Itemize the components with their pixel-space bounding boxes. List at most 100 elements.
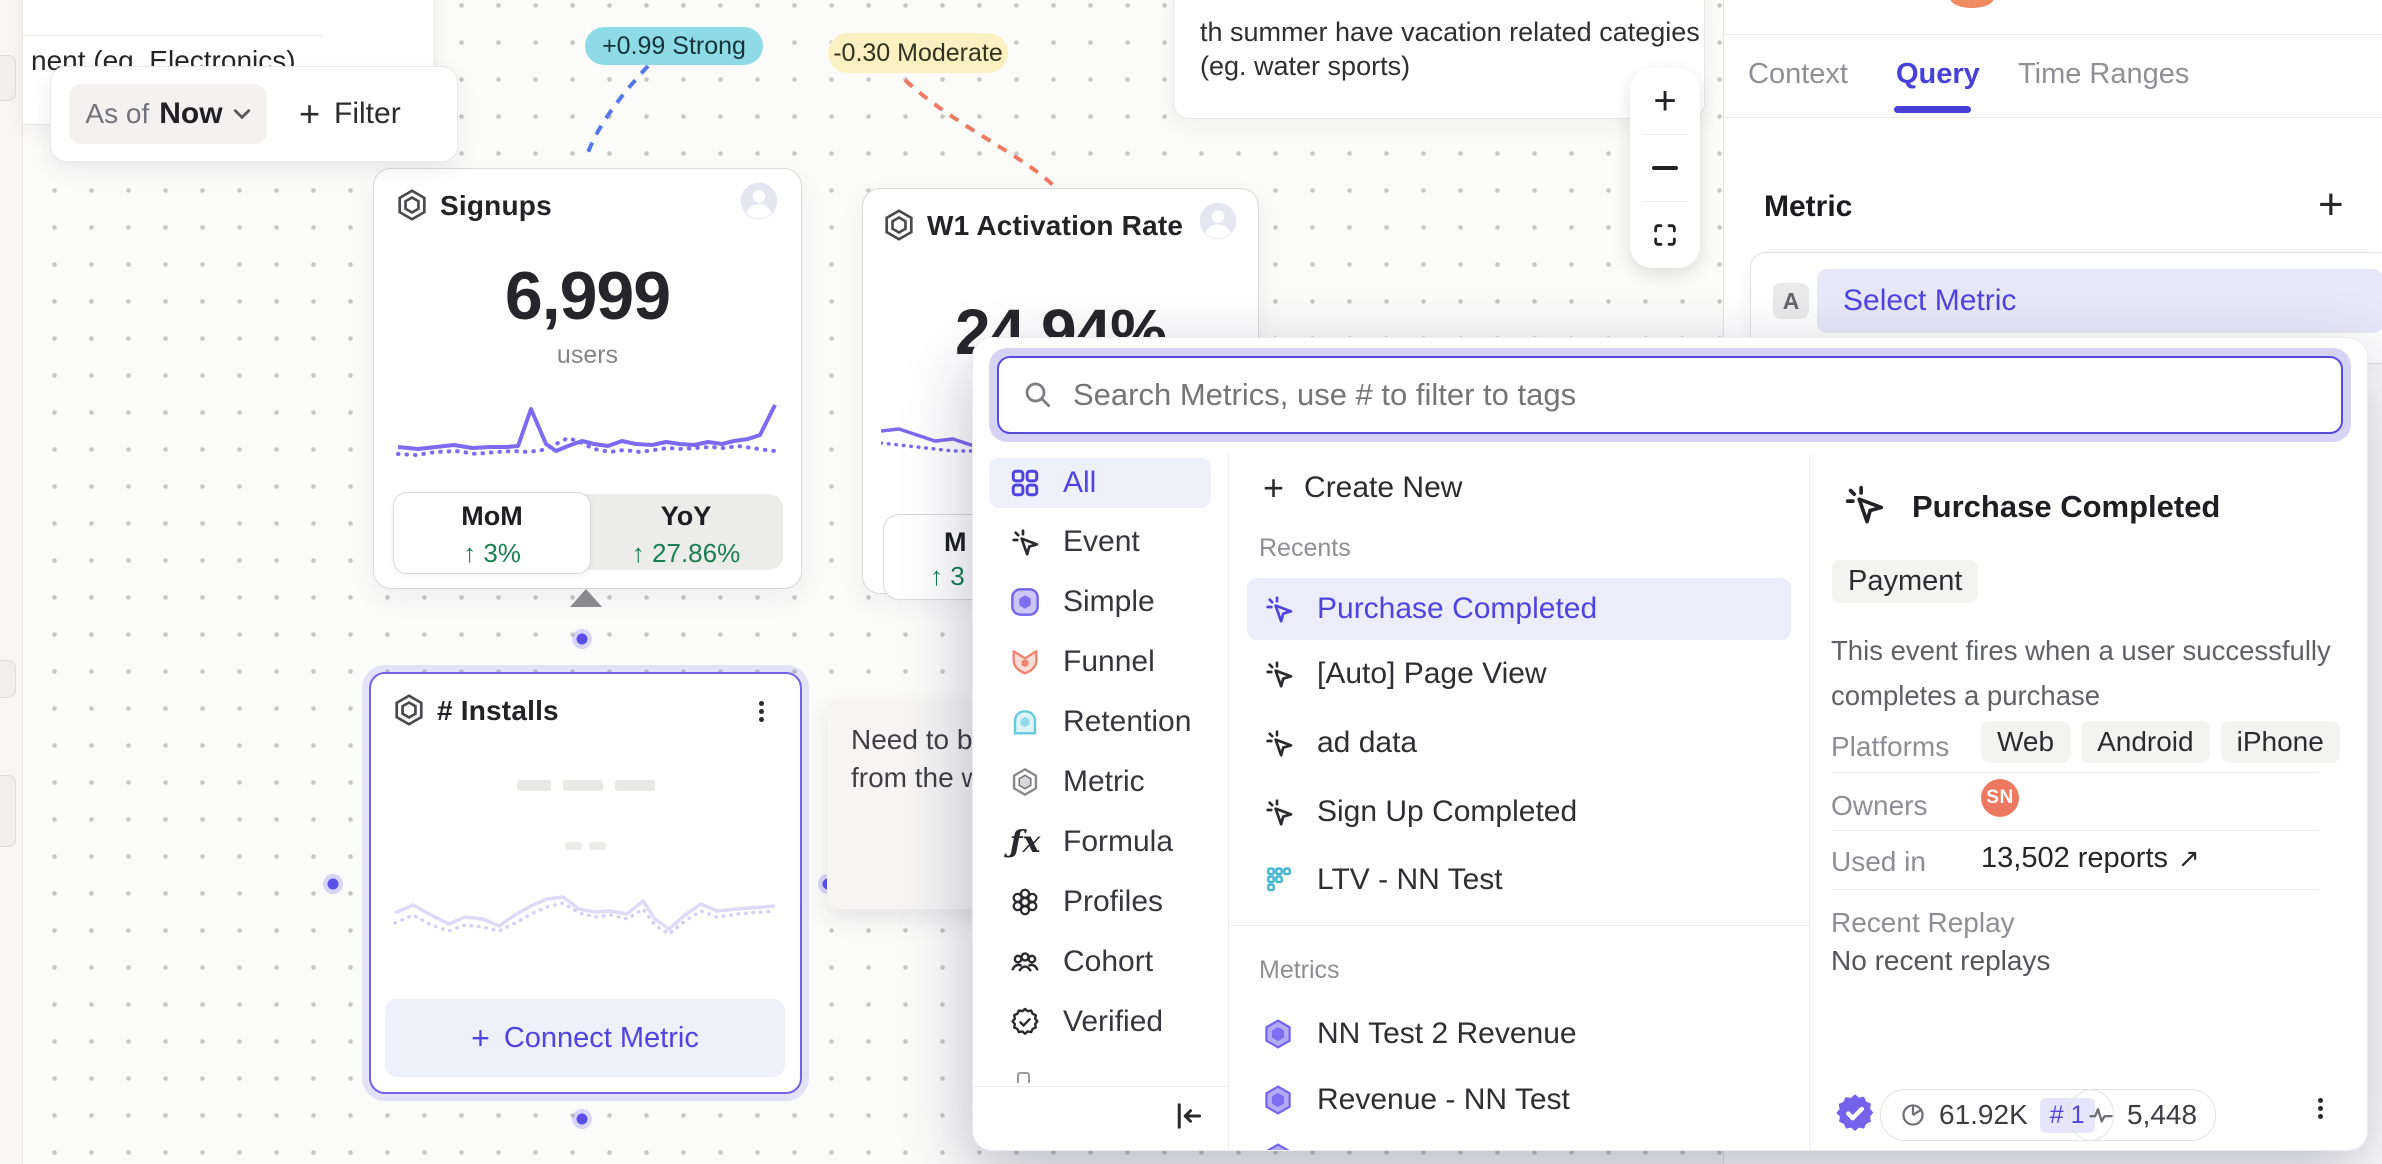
divider	[1831, 889, 2319, 890]
metric-card-signups[interactable]: Signups 6,999 users MoM ↑ 3% YoY ↑ 27.86…	[373, 168, 802, 589]
platform-tags: Web Android iPhone	[1981, 721, 2340, 763]
funnel-icon	[1012, 650, 1038, 675]
fullscreen-button[interactable]	[1630, 202, 1700, 268]
used-in-link[interactable]: 13,502 reports ↗	[1981, 842, 2200, 875]
metric-hexagon-icon	[398, 189, 426, 221]
verified-badge-icon	[1836, 1094, 1874, 1131]
fullscreen-icon	[1654, 224, 1676, 246]
recent-replay-label: Recent Replay	[1831, 907, 2015, 938]
search-icon	[1025, 382, 1050, 407]
platform-android[interactable]: Android	[2081, 721, 2210, 763]
metric-hexagon-icon	[395, 694, 423, 726]
divider	[973, 1086, 1228, 1087]
category-profiles[interactable]: Profiles	[1009, 881, 1163, 923]
divider	[1231, 925, 1809, 926]
tab-query[interactable]: Query	[1896, 58, 1980, 90]
mom-delta: ↑ 3%	[463, 538, 521, 568]
category-label: Funnel	[1063, 645, 1155, 678]
list-item-sign-up-completed[interactable]: Sign Up Completed	[1263, 788, 1577, 836]
avatar[interactable]	[1196, 199, 1240, 243]
metric-hexagon-icon	[885, 209, 913, 241]
ltv-grid-icon	[1267, 867, 1291, 892]
connection-dots	[323, 629, 838, 1129]
add-metric-button[interactable]: +	[2318, 180, 2344, 229]
events-stat-pill[interactable]: 5,448	[2068, 1089, 2217, 1141]
metric-hexagon-icon	[1012, 767, 1038, 797]
skeleton-value	[371, 780, 800, 791]
list-item-ltv-nn-test[interactable]: LTV - NN Test	[1263, 856, 1503, 904]
sparkline-chart	[396, 404, 777, 458]
sparkline-placeholder	[393, 895, 777, 937]
metric-card-installs[interactable]: # Installs + Connect Metric	[369, 672, 802, 1094]
comparison-toggle: MoM ↑ 3% YoY ↑ 27.86%	[393, 492, 783, 574]
arrow-head	[570, 589, 602, 607]
list-item-label: [Auto] Page View	[1317, 657, 1547, 690]
divider	[23, 35, 323, 36]
list-item-label: Purchase Completed	[1317, 592, 1598, 625]
toggle-yoy[interactable]: YoY ↑ 27.86%	[589, 494, 783, 570]
tab-context[interactable]: Context	[1748, 58, 1848, 90]
create-new-label: Create New	[1304, 471, 1463, 504]
category-all[interactable]: All	[1009, 462, 1096, 504]
metric-hexagon-icon	[1265, 1085, 1291, 1115]
chevron-down-icon	[233, 109, 250, 120]
category-event[interactable]: Event	[1009, 521, 1140, 563]
plus-icon: +	[299, 93, 321, 134]
zoom-out-button[interactable]	[1630, 135, 1700, 201]
list-item-nn-test-2-revenue[interactable]: NN Test 2 Revenue	[1261, 1010, 1577, 1058]
detail-title: Purchase Completed	[1912, 489, 2221, 524]
sticky-note-summer[interactable]: th summer have vacation related categies…	[1173, 0, 1705, 119]
tab-time-ranges[interactable]: Time Ranges	[2018, 58, 2190, 90]
kebab-menu-icon[interactable]	[759, 698, 764, 725]
list-item-purchase-completed[interactable]: Purchase Completed	[1247, 578, 1791, 640]
list-item-ad-data[interactable]: ad data	[1263, 719, 1417, 767]
collapse-sidebar-icon[interactable]	[1171, 1098, 1207, 1134]
select-metric-label: Select Metric	[1843, 284, 2017, 317]
correlation-badge-strong[interactable]: +0.99 Strong	[585, 27, 763, 65]
select-metric-row[interactable]: Select Metric	[1817, 269, 2382, 333]
connect-metric-button[interactable]: + Connect Metric	[385, 999, 785, 1077]
category-simple[interactable]: Simple	[1009, 581, 1155, 623]
detail-tag-payment[interactable]: Payment	[1832, 560, 1979, 603]
as-of-dropdown[interactable]: As of Now	[69, 84, 267, 144]
rail-tab[interactable]	[0, 55, 16, 101]
correlation-badge-moderate[interactable]: -0.30 Moderate	[828, 33, 1008, 73]
category-cohort[interactable]: Cohort	[1009, 941, 1153, 983]
platform-iphone[interactable]: iPhone	[2220, 721, 2340, 763]
rail-tab[interactable]	[0, 775, 16, 847]
search-box[interactable]	[997, 356, 2343, 434]
category-label: Event	[1063, 525, 1140, 558]
recent-replay-value: No recent replays	[1831, 945, 2051, 976]
category-verified[interactable]: Verified	[1009, 1001, 1163, 1043]
event-spark-cursor-icon	[1266, 596, 1293, 623]
clipped-list-item-icon	[1266, 1143, 1290, 1150]
category-label: Simple	[1063, 585, 1155, 618]
metric-picker-modal: All Event Simple Funnel Retention	[972, 337, 2368, 1151]
owner-avatar[interactable]: SN	[1981, 779, 2019, 817]
plus-icon: +	[1263, 467, 1285, 508]
category-label: Cohort	[1063, 945, 1154, 978]
search-focus-ring	[989, 348, 2351, 442]
list-item-label: Sign Up Completed	[1317, 795, 1578, 828]
list-item-auto-page-view[interactable]: [Auto] Page View	[1263, 650, 1547, 698]
platforms-label: Platforms	[1831, 731, 1950, 762]
platform-web[interactable]: Web	[1981, 721, 2071, 763]
search-input[interactable]	[1071, 376, 2341, 414]
avatar[interactable]	[737, 179, 781, 223]
category-funnel[interactable]: Funnel	[1009, 641, 1155, 683]
category-metric[interactable]: Metric	[1009, 761, 1145, 803]
sparkline-dotted	[396, 435, 777, 458]
kebab-menu-icon[interactable]	[2318, 1095, 2323, 1122]
list-item-revenue-nn-test[interactable]: Revenue - NN Test	[1261, 1076, 1570, 1124]
create-new-button[interactable]: + Create New	[1263, 466, 1462, 510]
filter-button[interactable]: + Filter	[299, 84, 401, 144]
category-label: Profiles	[1063, 885, 1164, 918]
profiles-cluster-icon	[1012, 888, 1038, 916]
category-formula[interactable]: ƒx Formula	[1009, 821, 1173, 863]
toggle-mom[interactable]: MoM ↑ 3%	[393, 492, 591, 574]
rail-tab[interactable]	[0, 660, 16, 698]
list-item-label: NN Test 2 Revenue	[1317, 1017, 1577, 1050]
as-of-value: Now	[159, 97, 223, 130]
category-retention[interactable]: Retention	[1009, 701, 1191, 743]
zoom-in-button[interactable]: +	[1653, 78, 1677, 123]
